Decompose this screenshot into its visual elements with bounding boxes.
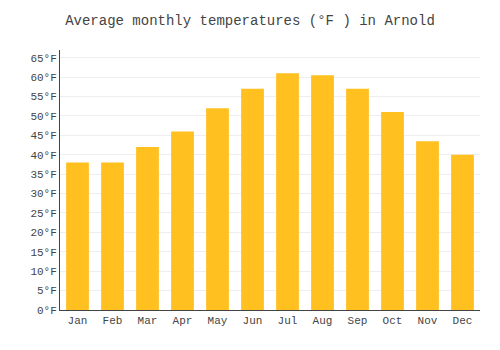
svg-text:Oct: Oct — [383, 315, 403, 327]
svg-text:Nov: Nov — [418, 315, 438, 327]
svg-text:Jun: Jun — [243, 315, 263, 327]
svg-text:20°F: 20°F — [30, 227, 56, 239]
svg-text:15°F: 15°F — [30, 247, 56, 259]
svg-text:30°F: 30°F — [30, 188, 56, 200]
svg-text:55°F: 55°F — [30, 91, 56, 103]
svg-text:Aug: Aug — [313, 315, 333, 327]
svg-text:65°F: 65°F — [30, 53, 56, 65]
svg-text:Sep: Sep — [348, 315, 368, 327]
svg-text:Jul: Jul — [278, 315, 298, 327]
svg-text:50°F: 50°F — [30, 111, 56, 123]
svg-text:45°F: 45°F — [30, 130, 56, 142]
svg-text:Feb: Feb — [103, 315, 123, 327]
svg-text:35°F: 35°F — [30, 169, 56, 181]
svg-text:Apr: Apr — [173, 315, 193, 327]
svg-text:Dec: Dec — [453, 315, 473, 327]
svg-text:10°F: 10°F — [30, 266, 56, 278]
svg-text:Jan: Jan — [68, 315, 88, 327]
svg-text:25°F: 25°F — [30, 208, 56, 220]
svg-text:0°F: 0°F — [37, 305, 57, 317]
svg-text:Average monthly temperatures (: Average monthly temperatures (°F ) in Ar… — [65, 13, 435, 29]
svg-text:40°F: 40°F — [30, 150, 56, 162]
svg-text:60°F: 60°F — [30, 72, 56, 84]
svg-text:5°F: 5°F — [37, 285, 57, 297]
svg-text:Mar: Mar — [138, 315, 158, 327]
svg-text:May: May — [208, 315, 228, 327]
